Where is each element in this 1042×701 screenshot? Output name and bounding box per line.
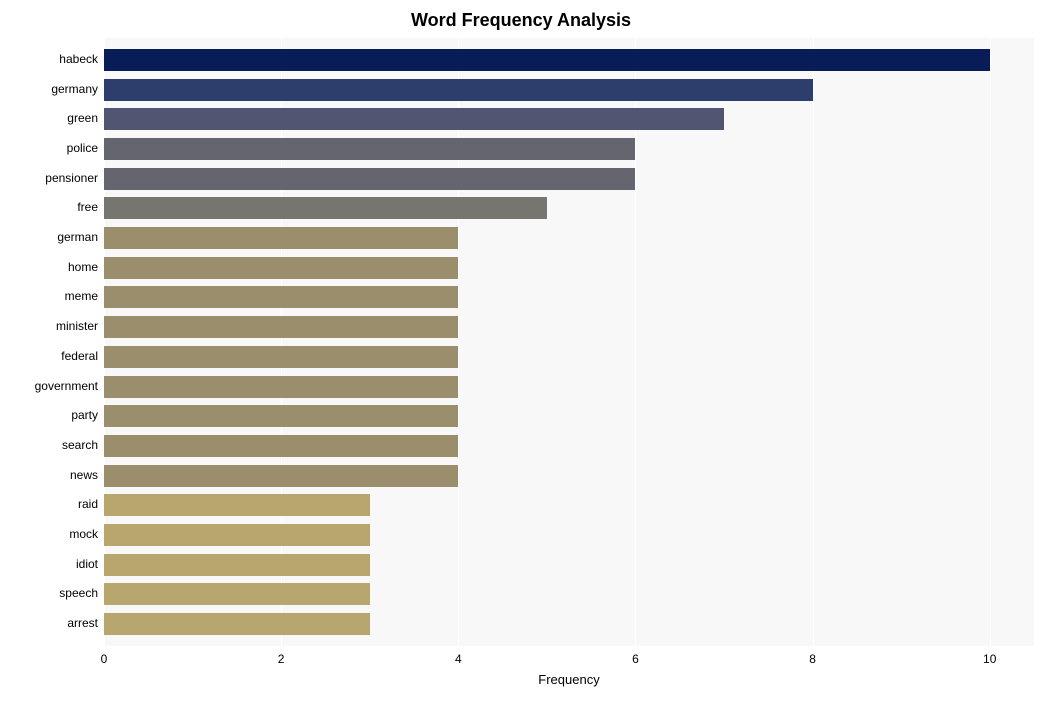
- y-tick-label: free: [77, 200, 98, 214]
- bar: [104, 79, 813, 101]
- bar: [104, 613, 370, 635]
- grid-line: [990, 38, 991, 646]
- bar: [104, 376, 458, 398]
- plot-area: [104, 38, 1034, 646]
- bar: [104, 346, 458, 368]
- y-tick-label: home: [68, 260, 98, 274]
- x-tick-label: 4: [455, 652, 462, 666]
- y-tick-label: habeck: [59, 52, 98, 66]
- y-tick-label: party: [71, 408, 98, 422]
- bar: [104, 465, 458, 487]
- y-tick-label: raid: [78, 497, 98, 511]
- y-tick-label: meme: [65, 289, 98, 303]
- y-tick-label: federal: [61, 349, 98, 363]
- x-tick-label: 10: [983, 652, 996, 666]
- y-tick-label: german: [57, 230, 98, 244]
- bar: [104, 227, 458, 249]
- bar: [104, 316, 458, 338]
- bar: [104, 524, 370, 546]
- word-frequency-chart: Word Frequency Analysis Frequency 0 2 4 6 8 1…: [0, 0, 1042, 701]
- y-tick-label: mock: [69, 527, 98, 541]
- bar: [104, 286, 458, 308]
- y-tick-label: government: [35, 379, 98, 393]
- bar: [104, 435, 458, 457]
- bar: [104, 257, 458, 279]
- y-tick-label: minister: [56, 319, 98, 333]
- x-tick-label: 8: [809, 652, 816, 666]
- y-tick-label: police: [67, 141, 98, 155]
- bar: [104, 49, 990, 71]
- x-tick-label: 2: [278, 652, 285, 666]
- y-tick-label: speech: [59, 586, 98, 600]
- y-tick-label: idiot: [76, 557, 98, 571]
- x-tick-label: 0: [101, 652, 108, 666]
- chart-title: Word Frequency Analysis: [0, 10, 1042, 31]
- bar: [104, 138, 635, 160]
- y-tick-label: search: [62, 438, 98, 452]
- bar: [104, 554, 370, 576]
- y-tick-label: germany: [51, 82, 98, 96]
- bar: [104, 197, 547, 219]
- y-tick-label: arrest: [67, 616, 98, 630]
- x-axis-title: Frequency: [104, 672, 1034, 687]
- y-tick-label: news: [70, 468, 98, 482]
- bar: [104, 494, 370, 516]
- bar: [104, 108, 724, 130]
- bar: [104, 583, 370, 605]
- bar: [104, 405, 458, 427]
- y-tick-label: pensioner: [45, 171, 98, 185]
- y-tick-label: green: [67, 111, 98, 125]
- x-tick-label: 6: [632, 652, 639, 666]
- grid-line: [813, 38, 814, 646]
- bar: [104, 168, 635, 190]
